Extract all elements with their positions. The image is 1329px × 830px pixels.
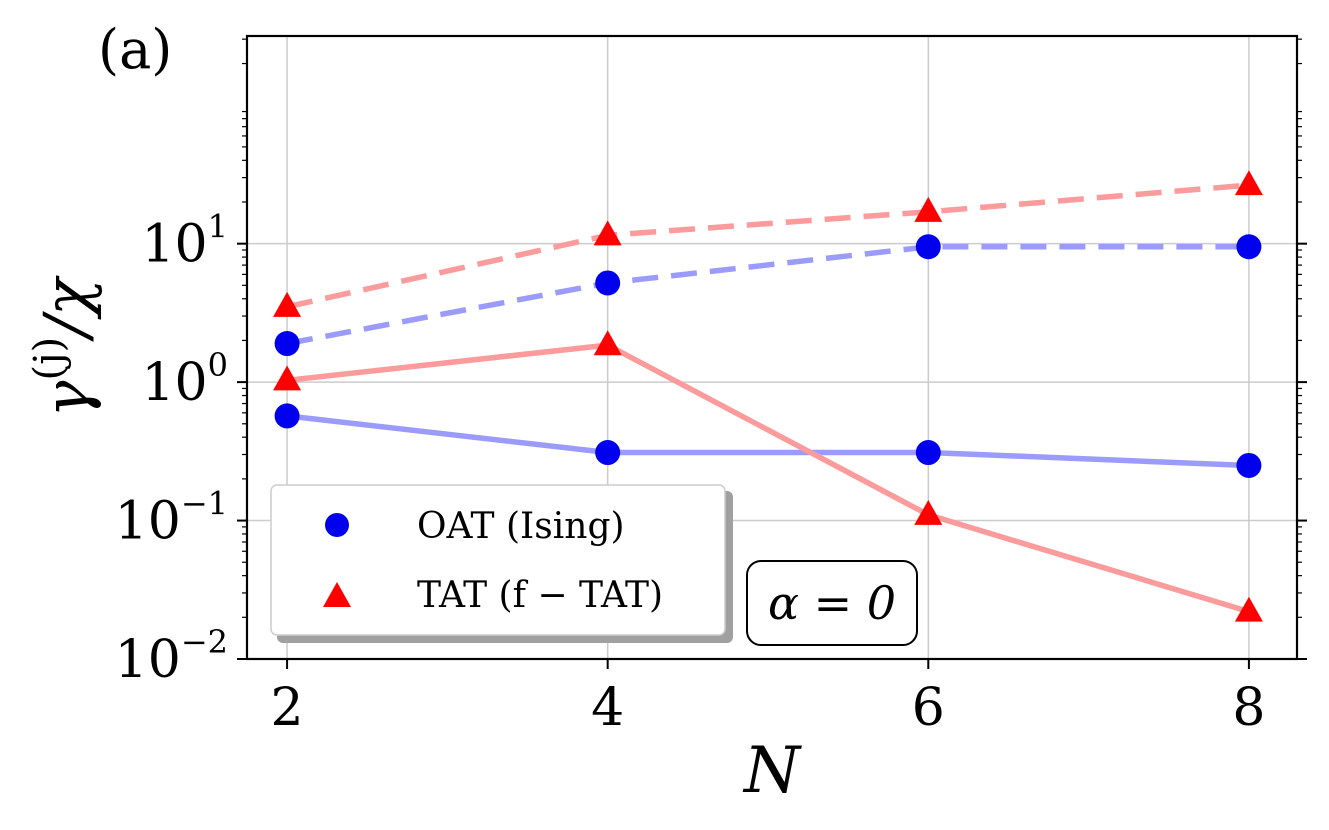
x-tick-label-4: 4 [591,678,624,738]
data-point-tat-solid-N2 [273,365,302,391]
y-tick-label-1: 101 [141,208,228,275]
y-tick-base: 10 [141,353,207,413]
data-point-tat-dashed-N2 [273,291,302,317]
data-point-oat-dashed-N8 [1236,234,1262,260]
y-axis-label: γ(j)/χ [26,275,103,418]
y-tick-base: 10 [141,215,207,275]
data-point-oat-dashed-N2 [274,331,300,357]
y-label-base: γ [30,380,103,418]
data-point-tat-dashed-N4 [593,220,622,246]
x-tick-label-2: 2 [271,678,304,738]
data-point-tat-dashed-N8 [1234,170,1263,196]
series-line-oat-solid [286,413,1250,469]
y-tick-base: 10 [115,630,181,690]
legend: OAT (Ising) TAT (f − TAT) [270,484,733,643]
series-line-tat-solid [286,342,1250,615]
y-tick-label--2: 10−2 [115,623,228,690]
data-point-tat-solid-N6 [914,499,943,525]
legend-tat-label: TAT (f − TAT) [417,575,663,616]
legend-oat-label: OAT (Ising) [417,506,625,547]
alpha-annotation-box [746,560,918,646]
data-point-oat-solid-N6 [915,440,941,466]
plot-frame [245,34,1299,661]
x-axis-label: N [742,734,802,808]
y-label-sup: (j) [26,337,72,381]
data-point-oat-solid-N8 [1236,452,1262,478]
data-point-tat-solid-N4 [593,330,622,356]
panel-label: (a) [98,18,172,81]
series-line-tat-dashed [286,182,1250,310]
data-point-oat-dashed-N6 [915,234,941,260]
data-point-oat-solid-N4 [595,440,621,466]
y-tick-label-0: 100 [141,346,228,413]
series-line-oat-dashed [286,244,1249,347]
legend-tat-marker [323,582,351,607]
alpha-annotation-text: α = 0 [768,576,896,630]
alpha-annotation: α = 0 [746,560,918,646]
svg-text:γ(j)/χ: γ(j)/χ [26,275,103,418]
data-point-tat-dashed-N6 [914,196,943,222]
x-tick-label-6: 6 [912,678,945,738]
legend-box [270,484,726,636]
data-point-tat-solid-N8 [1234,596,1263,622]
data-point-oat-solid-N2 [274,403,300,429]
x-tick-label-8: 8 [1232,678,1265,738]
y-label-tail: /χ [30,275,103,342]
y-tick-exp: 0 [208,346,228,384]
data-point-oat-dashed-N4 [595,270,621,296]
series [273,170,1263,622]
y-tick-exp: 1 [208,208,228,246]
y-tick-exp: −1 [181,485,228,523]
legend-oat-marker [325,513,349,537]
y-tick-label--1: 10−1 [115,485,228,552]
y-tick-base: 10 [115,492,181,552]
y-tick-exp: −2 [181,623,228,661]
